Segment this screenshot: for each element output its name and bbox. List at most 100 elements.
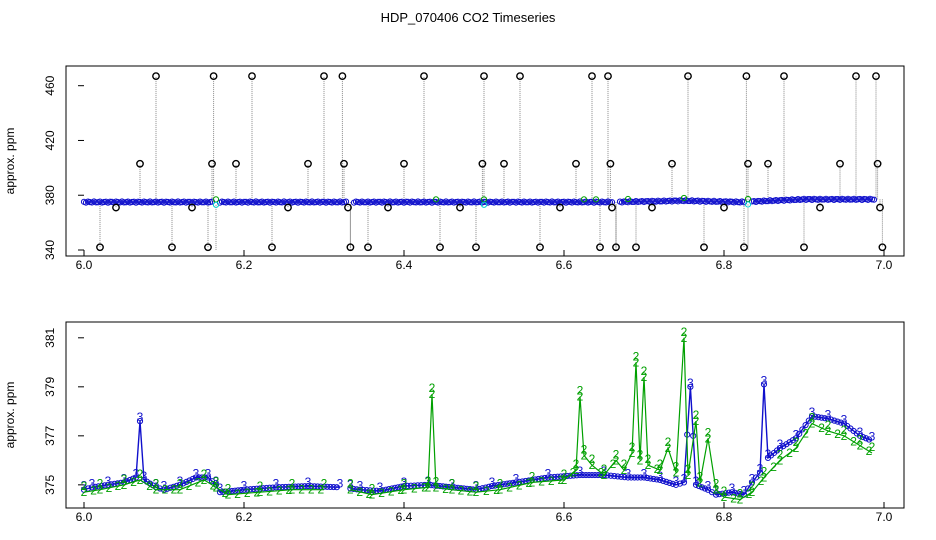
series-2-marker: 2 — [601, 462, 608, 476]
baseline-point — [494, 199, 502, 206]
spike-point — [338, 72, 347, 81]
series-2-marker: 2 — [693, 414, 700, 428]
series-3-point — [479, 485, 486, 492]
series-3-marker: 3 — [401, 475, 408, 489]
series-3-marker: 3 — [305, 475, 312, 489]
series-3-point — [167, 484, 174, 491]
series-2-marker: 2 — [497, 477, 504, 491]
series-2-marker: 2 — [421, 481, 428, 495]
series-3-marker: 3 — [105, 474, 112, 488]
series-2-marker: 2 — [433, 474, 440, 488]
series-2-marker: 2 — [442, 482, 449, 496]
series-2-marker: 2 — [186, 479, 193, 493]
series-2-marker: 2 — [473, 485, 480, 499]
cyan-point — [744, 201, 752, 208]
series-3-point — [279, 483, 286, 491]
top-y-tick-label-2: 420 — [43, 130, 57, 150]
series-3-point — [669, 480, 676, 487]
series-3-point — [786, 439, 793, 446]
series-2-marker: 2 — [793, 441, 800, 455]
series-3-marker: 3 — [841, 413, 848, 427]
series-2-marker: 2 — [388, 485, 395, 499]
series-3-point — [485, 483, 492, 490]
top-y-tick-label-1: 380 — [43, 185, 57, 205]
spike-point — [556, 203, 564, 212]
series-3-point — [101, 482, 108, 489]
series-3-point — [263, 484, 270, 492]
series-3-point — [269, 484, 276, 491]
series-2-marker: 2 — [645, 452, 652, 466]
series-3-point — [516, 478, 523, 486]
spike-point — [632, 243, 640, 252]
series-2-marker: 2 — [834, 427, 841, 441]
series-2-marker: 2 — [401, 483, 408, 497]
series-3-point — [186, 477, 193, 484]
series-2-marker: 2 — [429, 387, 436, 401]
series-2-marker: 2 — [276, 484, 283, 498]
baseline-point — [268, 198, 276, 205]
series-3-point — [831, 417, 838, 424]
series-2-marker: 2 — [115, 479, 122, 493]
baseline-point — [754, 197, 762, 205]
series-2-marker: 2 — [525, 476, 532, 490]
series-3-point — [760, 381, 768, 388]
spike-point — [472, 243, 480, 252]
series-3-point — [240, 486, 248, 493]
series-2-marker: 2 — [621, 463, 628, 477]
series-3-point — [737, 490, 745, 498]
series-3-point — [698, 484, 706, 491]
series-3-marker: 3 — [793, 427, 800, 441]
series-3-point — [370, 487, 377, 494]
series-3-point — [607, 472, 614, 479]
series-2-marker: 2 — [850, 435, 857, 449]
series-2-marker: 2 — [467, 485, 474, 499]
series-2-marker: 2 — [573, 457, 580, 471]
bottom-panel: approx. ppm 6.0 6.2 6.4 6.6 6.8 7.0 375 377 379 3… — [3, 321, 905, 524]
series-2-marker: 2 — [97, 477, 104, 491]
series-3-point — [824, 415, 832, 422]
series-3-point — [439, 483, 447, 490]
series-3-point — [621, 474, 628, 481]
series-3-point — [734, 490, 742, 497]
series-3-point — [818, 414, 825, 421]
series-3-marker: 3 — [705, 479, 712, 493]
series-3-point — [304, 482, 312, 490]
series-3-point — [407, 482, 414, 489]
series-3-point — [183, 478, 190, 486]
spike-point — [852, 72, 860, 81]
series-3-marker: 3 — [81, 479, 88, 493]
series-3-point — [266, 484, 273, 491]
series-2-marker: 2 — [705, 425, 712, 439]
series-2-marker: 2 — [589, 458, 596, 472]
series-3-marker: 3 — [161, 479, 168, 493]
series-3-marker: 3 — [153, 476, 160, 490]
spike-point — [112, 203, 120, 212]
series-3-point — [614, 473, 621, 480]
series-2-marker: 2 — [121, 478, 128, 492]
spike-point — [536, 243, 544, 252]
baseline-point — [578, 199, 586, 206]
series-3-marker: 3 — [193, 466, 200, 480]
series-3-point — [865, 436, 873, 443]
baseline-point — [290, 198, 298, 206]
baseline-point — [480, 198, 488, 205]
series-2-marker: 2 — [253, 485, 260, 499]
series-2-marker: 2 — [130, 475, 137, 489]
series-3-marker: 3 — [693, 474, 700, 488]
series-3-point — [716, 491, 723, 498]
series-3-marker: 3 — [473, 479, 480, 493]
baseline-point — [536, 198, 544, 205]
series-3-point — [624, 474, 632, 481]
spike-point — [872, 72, 880, 81]
series-3-point — [195, 474, 203, 481]
series-2-marker: 2 — [730, 492, 737, 506]
series-3-marker: 3 — [687, 376, 694, 390]
baseline-point — [522, 199, 530, 206]
series-2-marker: 2 — [761, 464, 768, 478]
series-3-point — [256, 485, 264, 492]
series-3-marker: 3 — [347, 478, 354, 492]
spike-point — [668, 159, 676, 168]
series-2-marker: 2 — [234, 487, 241, 501]
series-3-point — [298, 483, 305, 490]
baseline-point — [184, 198, 192, 205]
